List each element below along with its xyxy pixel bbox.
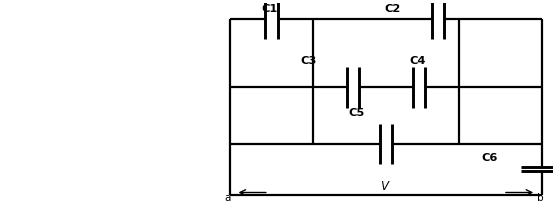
Text: a: a [224, 193, 230, 202]
Text: C4: C4 [409, 56, 426, 66]
Text: C1: C1 [261, 4, 278, 14]
Text: b: b [537, 193, 544, 202]
Text: C2: C2 [384, 4, 401, 14]
Text: C6: C6 [481, 153, 497, 163]
Text: C3: C3 [301, 56, 317, 66]
Text: V: V [381, 180, 388, 193]
Text: C5: C5 [349, 108, 365, 118]
